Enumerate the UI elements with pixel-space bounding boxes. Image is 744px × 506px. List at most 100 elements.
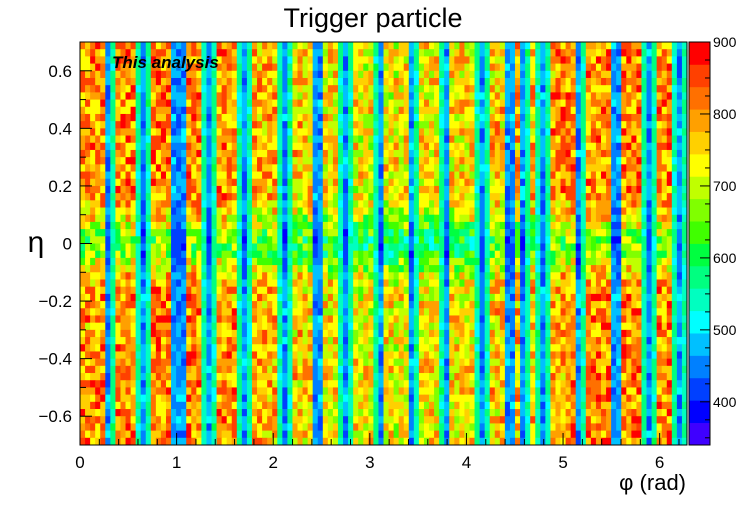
heatmap-cell xyxy=(485,287,490,295)
heatmap-cell xyxy=(530,294,535,302)
heatmap-cell xyxy=(409,308,414,316)
heatmap-cell xyxy=(237,229,242,237)
heatmap-cell xyxy=(146,200,151,208)
heatmap-cell xyxy=(490,121,495,129)
heatmap-cell xyxy=(348,208,353,216)
heatmap-cell xyxy=(495,186,500,194)
heatmap-cell xyxy=(100,200,105,208)
heatmap-cell xyxy=(535,222,540,230)
heatmap-cell xyxy=(212,78,217,86)
heatmap-cell xyxy=(146,330,151,338)
heatmap-cell xyxy=(201,157,206,165)
heatmap-cell xyxy=(95,107,100,115)
heatmap-cell xyxy=(606,258,611,266)
heatmap-cell xyxy=(171,78,176,86)
heatmap-cell xyxy=(616,164,621,172)
heatmap-cell xyxy=(647,121,652,129)
heatmap-cell xyxy=(495,143,500,151)
heatmap-cell xyxy=(601,208,606,216)
heatmap-cell xyxy=(545,179,550,187)
heatmap-cell xyxy=(171,337,176,345)
heatmap-cell xyxy=(586,301,591,309)
heatmap-cell xyxy=(555,229,560,237)
heatmap-cell xyxy=(540,251,545,259)
heatmap-cell xyxy=(105,121,110,129)
heatmap-cell xyxy=(394,179,399,187)
heatmap-cell xyxy=(222,323,227,331)
heatmap-cell xyxy=(550,42,555,50)
heatmap-cell xyxy=(323,49,328,57)
heatmap-cell xyxy=(389,186,394,194)
heatmap-cell xyxy=(166,229,171,237)
heatmap-cell xyxy=(348,164,353,172)
heatmap-cell xyxy=(389,301,394,309)
heatmap-cell xyxy=(181,279,186,287)
heatmap-cell xyxy=(298,49,303,57)
heatmap-cell xyxy=(601,78,606,86)
heatmap-cell xyxy=(647,172,652,180)
heatmap-cell xyxy=(217,85,222,93)
heatmap-cell xyxy=(444,308,449,316)
heatmap-cell xyxy=(475,121,480,129)
heatmap-cell xyxy=(247,150,252,158)
heatmap-cell xyxy=(424,258,429,266)
heatmap-cell xyxy=(510,71,515,79)
heatmap-cell xyxy=(404,179,409,187)
heatmap-cell xyxy=(156,107,161,115)
heatmap-cell xyxy=(328,193,333,201)
heatmap-cell xyxy=(581,272,586,280)
heatmap-cell xyxy=(105,294,110,302)
heatmap-cell xyxy=(571,251,576,259)
heatmap-cell xyxy=(550,330,555,338)
heatmap-cell xyxy=(262,42,267,50)
heatmap-cell xyxy=(667,107,672,115)
heatmap-cell xyxy=(490,150,495,158)
heatmap-cell xyxy=(242,229,247,237)
heatmap-cell xyxy=(166,215,171,223)
heatmap-cell xyxy=(115,265,120,273)
heatmap-cell xyxy=(176,100,181,108)
heatmap-cell xyxy=(247,323,252,331)
heatmap-cell xyxy=(449,172,454,180)
heatmap-cell xyxy=(105,164,110,172)
heatmap-cell xyxy=(191,107,196,115)
heatmap-cell xyxy=(662,71,667,79)
heatmap-cell xyxy=(530,100,535,108)
heatmap-cell xyxy=(161,200,166,208)
heatmap-cell xyxy=(303,78,308,86)
heatmap-cell xyxy=(662,56,667,64)
heatmap-cell xyxy=(353,200,358,208)
heatmap-cell xyxy=(475,107,480,115)
heatmap-cell xyxy=(201,294,206,302)
heatmap-cell xyxy=(434,164,439,172)
heatmap-cell xyxy=(328,186,333,194)
heatmap-cell xyxy=(151,143,156,151)
heatmap-cell xyxy=(176,150,181,158)
heatmap-cell xyxy=(621,330,626,338)
heatmap-cell xyxy=(525,200,530,208)
heatmap-cell xyxy=(328,258,333,266)
heatmap-cell xyxy=(571,92,576,100)
heatmap-cell xyxy=(338,164,343,172)
heatmap-cell xyxy=(237,287,242,295)
heatmap-cell xyxy=(156,287,161,295)
heatmap-cell xyxy=(131,251,136,259)
heatmap-cell xyxy=(672,92,677,100)
heatmap-cell xyxy=(500,301,505,309)
heatmap-cell xyxy=(206,208,211,216)
heatmap-cell xyxy=(227,215,232,223)
heatmap-cell xyxy=(338,92,343,100)
heatmap-cell xyxy=(530,272,535,280)
heatmap-cell xyxy=(480,279,485,287)
heatmap-cell xyxy=(459,315,464,323)
heatmap-cell xyxy=(636,186,641,194)
heatmap-cell xyxy=(110,136,115,144)
heatmap-cell xyxy=(631,157,636,165)
heatmap-cell xyxy=(298,251,303,259)
heatmap-cell xyxy=(545,49,550,57)
heatmap-cell xyxy=(500,71,505,79)
heatmap-cell xyxy=(373,200,378,208)
heatmap-cell xyxy=(414,179,419,187)
heatmap-cell xyxy=(80,251,85,259)
heatmap-cell xyxy=(404,301,409,309)
